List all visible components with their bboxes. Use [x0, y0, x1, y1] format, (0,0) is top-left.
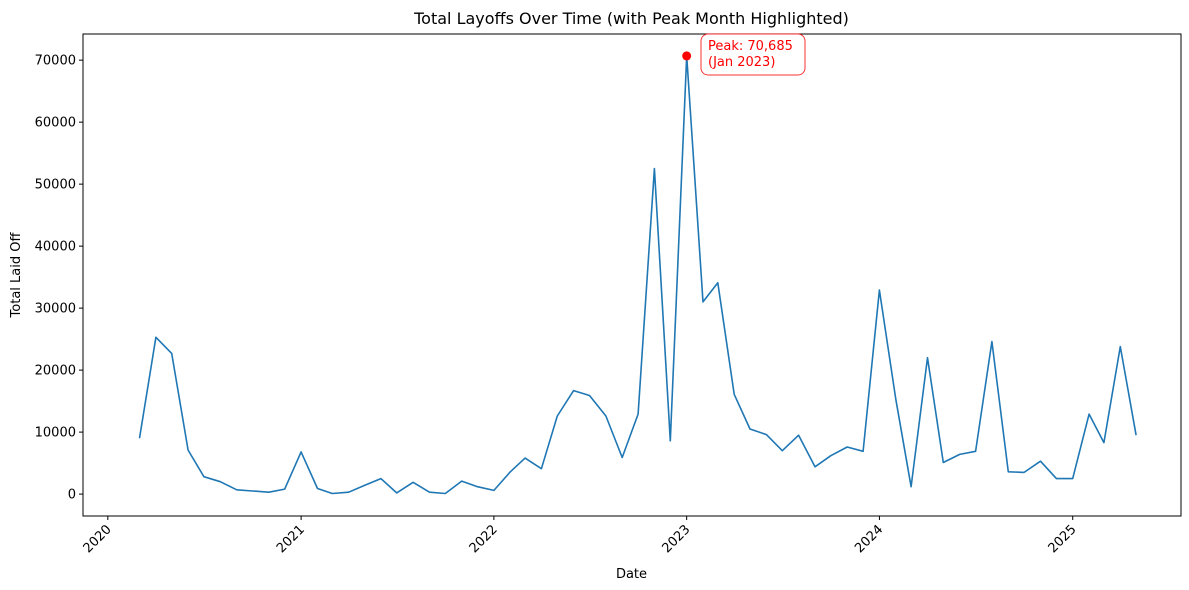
peak-annotation-line2: (Jan 2023) [708, 55, 775, 70]
y-tick-label: 0 [68, 488, 76, 503]
y-tick-label: 10000 [35, 426, 76, 441]
series-layer [138, 51, 1137, 495]
y-axis-label: Total Laid Off [9, 232, 24, 319]
y-tick-label: 50000 [35, 178, 76, 193]
y-tick-label: 20000 [35, 364, 76, 379]
plot-area-frame [82, 33, 1182, 517]
y-tick-label: 40000 [35, 240, 76, 255]
peak-annotation-box [700, 33, 806, 76]
y-tick-label: 30000 [35, 302, 76, 317]
chart-title: Total Layoffs Over Time (with Peak Month… [413, 9, 849, 28]
peak-marker [682, 51, 692, 61]
series-line [138, 55, 1137, 495]
y-tick-label: 70000 [35, 54, 76, 69]
x-axis-label: Date [616, 567, 647, 582]
peak-annotation: Peak: 70,685 (Jan 2023) [700, 33, 806, 76]
y-tick-label: 60000 [35, 116, 76, 131]
y-axis-ticks: 0 10000 20000 30000 40000 50000 60000 70000 [35, 54, 83, 503]
peak-annotation-line1: Peak: 70,685 [708, 39, 793, 54]
